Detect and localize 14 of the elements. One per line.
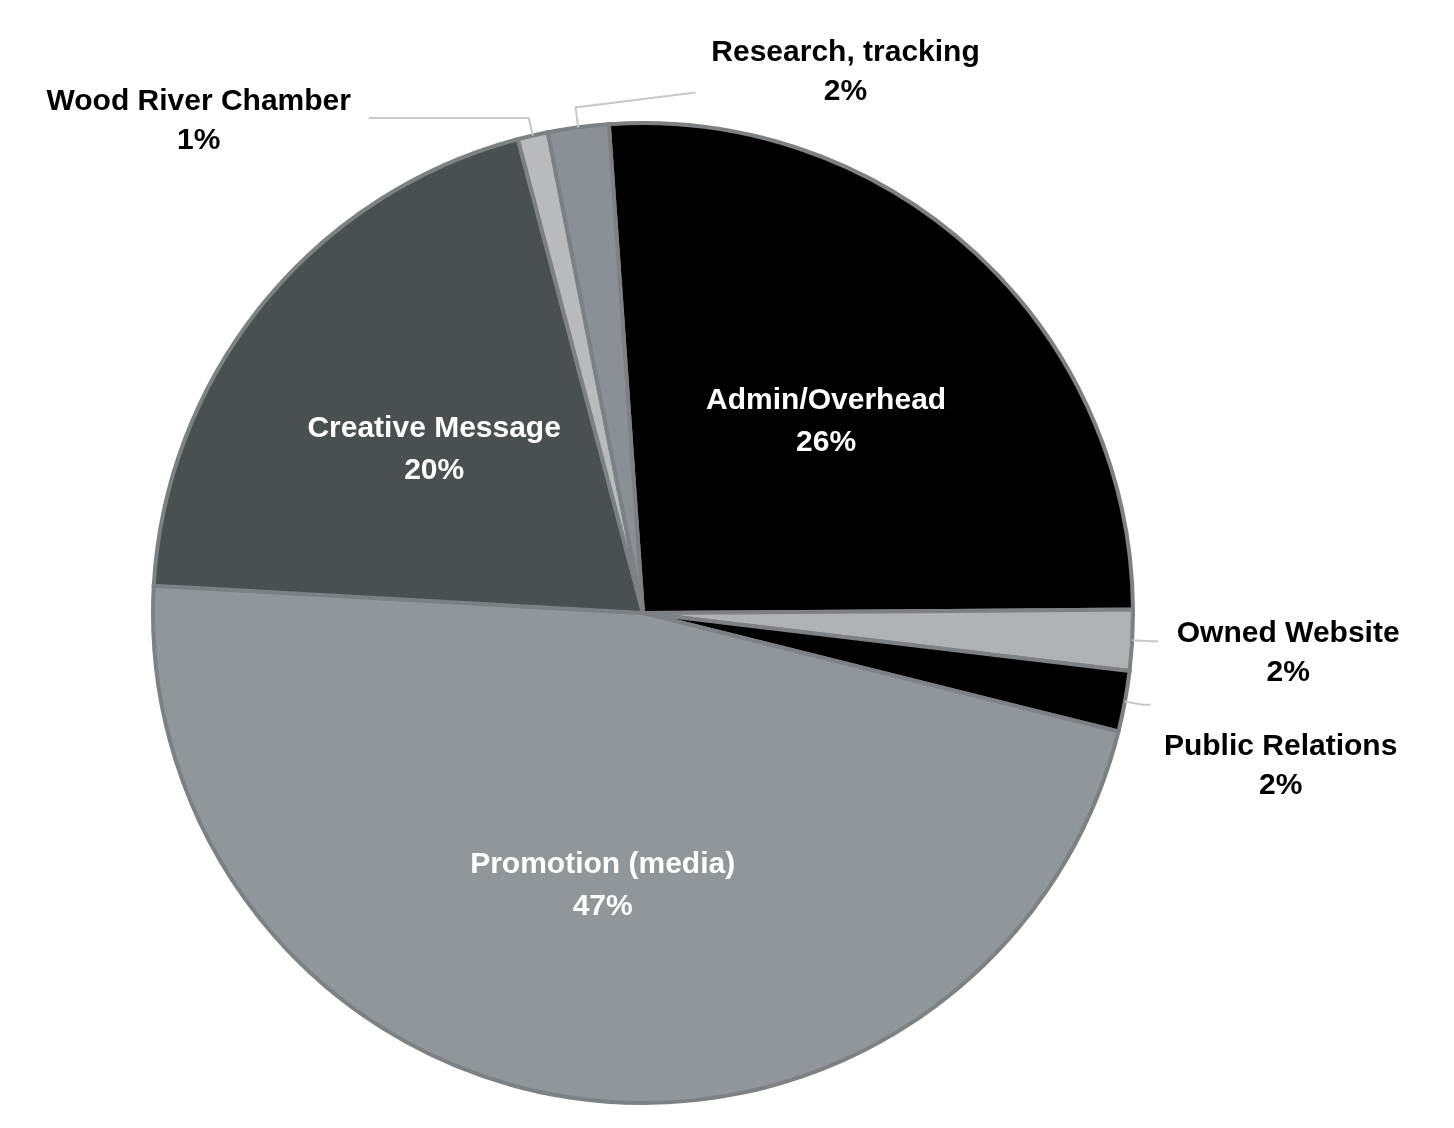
slice-label: Admin/Overhead: [706, 382, 947, 416]
data-label: 47%: [572, 888, 633, 922]
slice-label: Public Relations: [1163, 727, 1398, 761]
data-label: 2%: [823, 73, 868, 107]
slice-label: Creative Message: [307, 409, 561, 443]
slice-label: Research, tracking: [711, 34, 980, 68]
data-label: 2%: [1266, 653, 1310, 687]
data-label: 1%: [177, 122, 221, 156]
data-label: 26%: [796, 424, 857, 458]
data-label: 2%: [1258, 766, 1303, 800]
slice-label: Wood River Chamber: [46, 83, 352, 117]
slice-label: Promotion (media): [470, 846, 736, 880]
slice-label: Owned Website: [1176, 614, 1400, 648]
data-label: 20%: [404, 451, 465, 485]
